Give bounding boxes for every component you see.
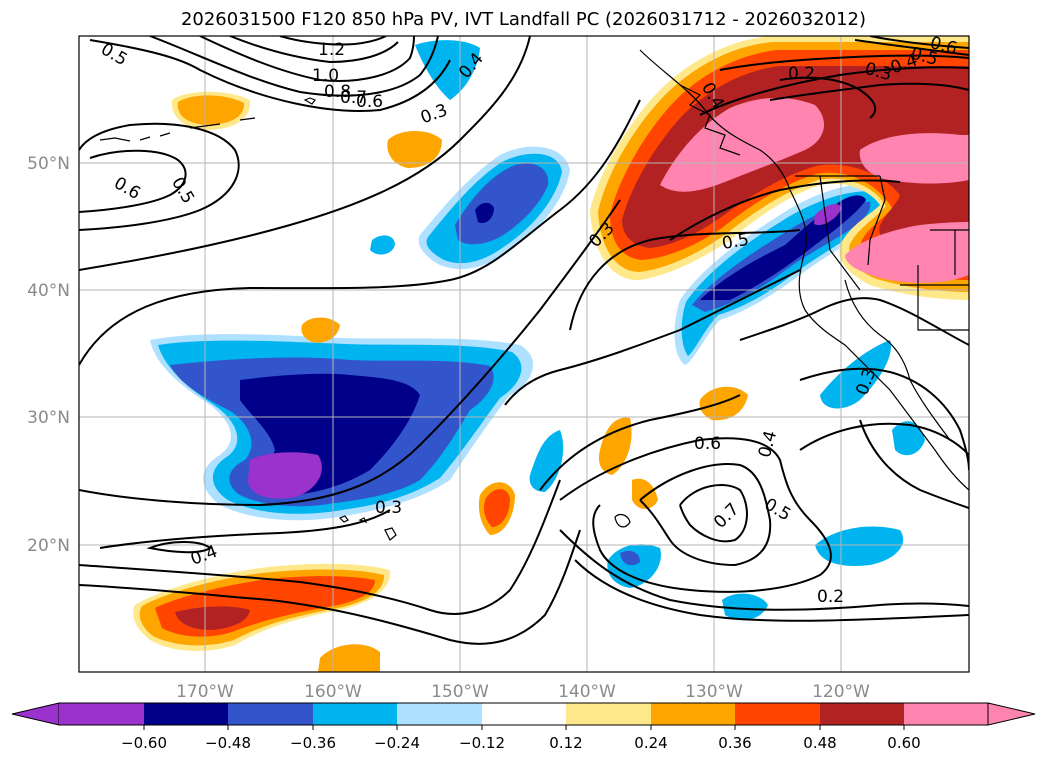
colorbar-tick: 0.60 (887, 734, 920, 752)
ivt-contours (79, 36, 969, 645)
contour-label: 0.2 (788, 64, 815, 84)
contour-label: 1.2 (318, 40, 345, 60)
colorbar-extend-left (11, 702, 60, 726)
contour-label: 0.6 (356, 92, 383, 112)
colorbar-tick: −0.60 (121, 734, 167, 752)
colorbar-segment (397, 703, 482, 725)
lon-tick: 170°W (176, 682, 234, 702)
contour-label: 0.6 (694, 434, 721, 454)
contour-label: 0.7 (340, 88, 367, 108)
colorbar-tick: 0.12 (549, 734, 582, 752)
lon-tick: 140°W (558, 682, 616, 702)
lat-tick: 20°N (27, 536, 70, 556)
colorbar-segment (735, 703, 820, 725)
lon-axis: 170°W 160°W 150°W 140°W 130°W 120°W (176, 682, 870, 702)
colorbar-segment (59, 703, 144, 725)
lon-tick: 160°W (304, 682, 362, 702)
colorbar-tick: 0.36 (718, 734, 751, 752)
lon-tick: 150°W (431, 682, 489, 702)
colorbar-segment (482, 703, 566, 725)
colorbar-segment (904, 703, 988, 725)
colorbar-tick: 0.24 (634, 734, 667, 752)
lat-tick: 50°N (27, 154, 70, 174)
contour-label: 0.2 (817, 587, 844, 607)
colorbar-tick: 0.48 (803, 734, 836, 752)
contour-label: 0.3 (375, 498, 402, 518)
colorbar-segment (313, 703, 397, 725)
graticule (79, 36, 969, 672)
contour-label: 1.0 (312, 66, 339, 86)
coastlines (99, 49, 969, 541)
lat-tick: 30°N (27, 408, 70, 428)
lon-tick: 120°W (812, 682, 870, 702)
lat-tick: 40°N (27, 281, 70, 301)
contour-label: 0.8 (324, 82, 351, 102)
map-title: 2026031500 F120 850 hPa PV, IVT Landfall… (180, 9, 867, 30)
colorbar-tick: −0.24 (374, 734, 420, 752)
colorbar-segment (228, 703, 313, 725)
colorbar-segment (651, 703, 735, 725)
colorbar-extend-right (987, 702, 1036, 726)
pv-anomaly-fill (133, 36, 969, 672)
lat-axis: 50°N 40°N 30°N 20°N (27, 154, 70, 556)
contour-label: 0.5 (720, 230, 750, 254)
colorbar-tick: −0.12 (459, 734, 505, 752)
colorbar-segment (144, 703, 228, 725)
colorbar-segment (820, 703, 904, 725)
colorbar-tick: −0.36 (290, 734, 336, 752)
lon-tick: 130°W (685, 682, 743, 702)
colorbar: −0.60 −0.48 −0.36 −0.24 −0.12 0.12 0.24 … (11, 702, 1036, 752)
colorbar-segment (566, 703, 651, 725)
map-frame (78, 35, 970, 673)
colorbar-tick: −0.48 (205, 734, 251, 752)
